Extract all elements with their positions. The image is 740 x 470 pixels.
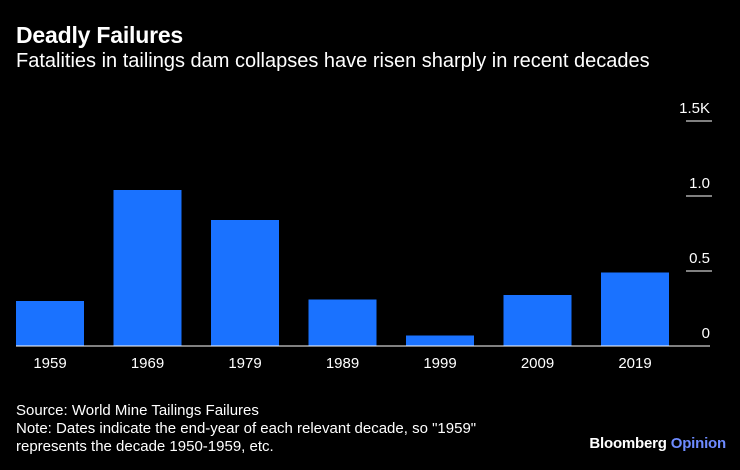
bar-chart: 1959 1969 1979 1989 1999 2009 2019 0 0.5 1.0 1.5K: [16, 100, 712, 372]
brand-section: Opinion: [670, 435, 726, 452]
bar-1969: [113, 190, 182, 346]
x-tick-label-2009: 2009: [521, 355, 554, 372]
y-tick-label-0: 0: [702, 325, 710, 342]
chart-footer: Source: World Mine Tailings Failures Not…: [16, 402, 476, 456]
x-tick-label-1999: 1999: [423, 355, 456, 372]
brand-name: Bloomberg: [589, 435, 667, 452]
x-tick-label-2019: 2019: [618, 355, 651, 372]
x-tick-label-1979: 1979: [228, 355, 261, 372]
bar-1979: [211, 220, 279, 346]
chart-subtitle: Fatalities in tailings dam collapses hav…: [16, 50, 650, 72]
x-tick-label-1989: 1989: [326, 355, 359, 372]
x-tick-label-1969: 1969: [131, 355, 164, 372]
bar-1989: [308, 299, 377, 346]
y-tick-label-1: 0.5: [689, 250, 710, 267]
y-tick-label-3: 1.5K: [679, 100, 710, 117]
bloomberg-opinion-logo: Bloomberg Opinion: [589, 435, 726, 452]
bar-2009: [503, 295, 572, 346]
bar-2019: [601, 272, 669, 346]
x-tick-label-1959: 1959: [33, 355, 66, 372]
bar-1959: [16, 301, 84, 346]
bar-1999: [406, 335, 474, 346]
chart-title: Deadly Failures: [16, 22, 184, 48]
note-line-1: Note: Dates indicate the end-year of eac…: [16, 420, 477, 437]
y-tick-label-2: 1.0: [689, 175, 710, 192]
source-note: Source: World Mine Tailings Failures: [16, 402, 259, 419]
note-line-2: represents the decade 1950-1959, etc.: [16, 438, 274, 455]
